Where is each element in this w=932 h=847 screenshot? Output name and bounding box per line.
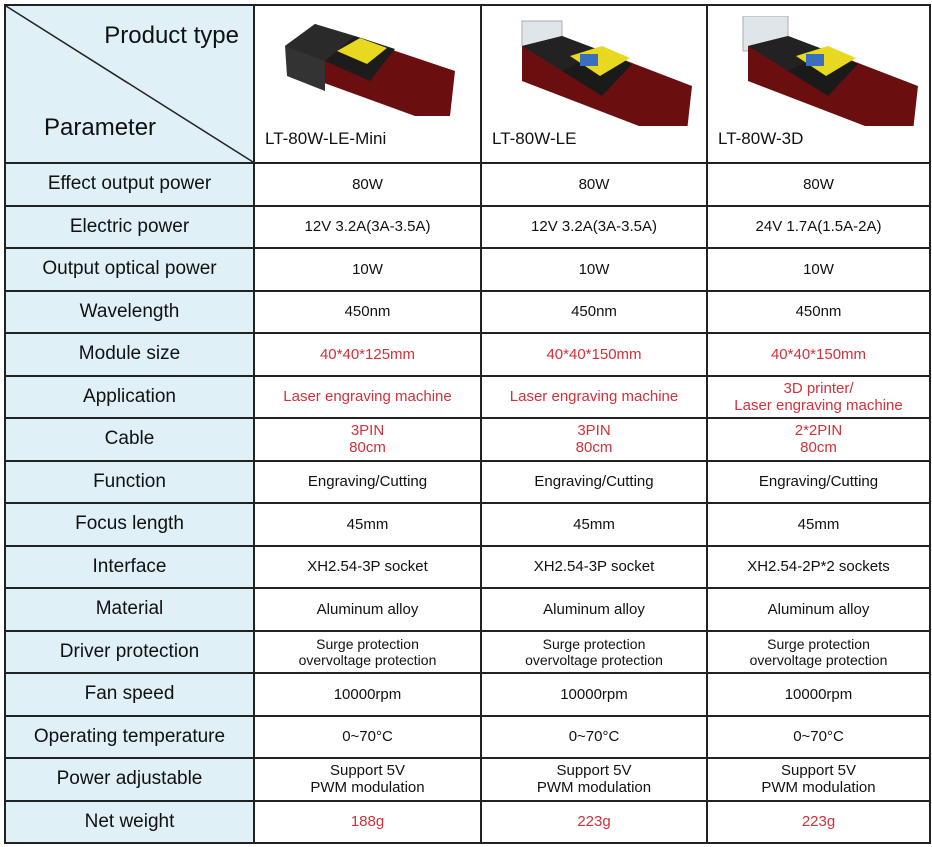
value-cell: 40*40*150mm: [480, 332, 708, 377]
parameter-name: Operating temperature: [4, 714, 255, 759]
product-type-label: Product type: [104, 22, 239, 49]
parameter-name: Effect output power: [4, 162, 255, 207]
table-row: Output optical power 10W 10W 10W: [4, 247, 931, 292]
table-row: Cable 3PIN 80cm 3PIN 80cm 2*2PIN 80cm: [4, 417, 931, 462]
value-cell: Engraving/Cutting: [706, 459, 931, 504]
value-cell: 10W: [706, 247, 931, 292]
table-row: Function Engraving/Cutting Engraving/Cutti…: [4, 459, 931, 504]
table-row: Fan speed 10000rpm 10000rpm 10000rpm: [4, 672, 931, 717]
value-cell: 0~70°C: [706, 714, 931, 759]
value-cell: Aluminum alloy: [253, 587, 482, 632]
table-row: Application Laser engraving machine Laser …: [4, 374, 931, 419]
value-cell: 12V 3.2A(3A-3.5A): [253, 204, 482, 249]
parameter-name: Cable: [4, 417, 255, 462]
value-cell: 45mm: [480, 502, 708, 547]
value-cell: 80W: [706, 162, 931, 207]
table-row: Material Aluminum alloy Aluminum alloy Alum…: [4, 587, 931, 632]
value-cell: 2*2PIN 80cm: [706, 417, 931, 462]
value-cell: XH2.54-2P*2 sockets: [706, 544, 931, 589]
value-cell: 10W: [253, 247, 482, 292]
value-cell: 24V 1.7A(1.5A-2A): [706, 204, 931, 249]
value-cell: 3PIN 80cm: [253, 417, 482, 462]
table-row: Driver protection Surge protection overvo…: [4, 629, 931, 674]
product-cell: LT-80W-3D: [706, 4, 931, 164]
parameter-name: Module size: [4, 332, 255, 377]
value-cell: 45mm: [706, 502, 931, 547]
value-cell: 3D printer/ Laser engraving machine: [706, 374, 931, 419]
value-cell: 450nm: [706, 289, 931, 334]
corner-cell: Product type Parameter: [4, 4, 255, 164]
table-row: Operating temperature 0~70°C 0~70°C 0~70°C: [4, 714, 931, 759]
parameter-name: Output optical power: [4, 247, 255, 292]
value-cell: 188g: [253, 799, 482, 844]
value-cell: Surge protection overvoltage protection: [480, 629, 708, 674]
value-cell: Aluminum alloy: [480, 587, 708, 632]
value-cell: 3PIN 80cm: [480, 417, 708, 462]
value-cell: Surge protection overvoltage protection: [706, 629, 931, 674]
value-cell: Support 5V PWM modulation: [706, 757, 931, 802]
value-cell: Support 5V PWM modulation: [253, 757, 482, 802]
parameter-name: Function: [4, 459, 255, 504]
value-cell: XH2.54-3P socket: [480, 544, 708, 589]
diagonal-divider: [6, 6, 253, 162]
table-row: Electric power 12V 3.2A(3A-3.5A) 12V 3.2A(…: [4, 204, 931, 249]
product-cell: LT-80W-LE-Mini: [253, 4, 482, 164]
value-cell: 0~70°C: [253, 714, 482, 759]
table-row: Focus length 45mm 45mm 45mm: [4, 502, 931, 547]
table-row: Power adjustable Support 5V PWM modulatio…: [4, 757, 931, 802]
value-cell: 450nm: [480, 289, 708, 334]
value-cell: 10000rpm: [480, 672, 708, 717]
value-cell: 45mm: [253, 502, 482, 547]
value-cell: XH2.54-3P socket: [253, 544, 482, 589]
parameter-name: Net weight: [4, 799, 255, 844]
laser-module-3d-image: [742, 16, 918, 126]
value-cell: 10000rpm: [706, 672, 931, 717]
value-cell: Engraving/Cutting: [253, 459, 482, 504]
parameter-name: Wavelength: [4, 289, 255, 334]
value-cell: Surge protection overvoltage protection: [253, 629, 482, 674]
value-cell: 10000rpm: [253, 672, 482, 717]
comparison-table: Product type Parameter LT-80W-LE-Mini LT…: [4, 4, 931, 844]
value-cell: 450nm: [253, 289, 482, 334]
value-cell: Engraving/Cutting: [480, 459, 708, 504]
product-name: LT-80W-3D: [718, 129, 804, 148]
value-cell: Support 5V PWM modulation: [480, 757, 708, 802]
value-cell: 80W: [253, 162, 482, 207]
parameter-label: Parameter: [44, 114, 157, 141]
value-cell: 40*40*125mm: [253, 332, 482, 377]
value-cell: Aluminum alloy: [706, 587, 931, 632]
value-cell: Laser engraving machine: [480, 374, 708, 419]
table-row: Net weight 188g 223g 223g: [4, 799, 931, 844]
value-cell: 80W: [480, 162, 708, 207]
parameter-name: Application: [4, 374, 255, 419]
value-cell: 12V 3.2A(3A-3.5A): [480, 204, 708, 249]
product-cell: LT-80W-LE: [480, 4, 708, 164]
parameter-name: Driver protection: [4, 629, 255, 674]
parameter-name: Fan speed: [4, 672, 255, 717]
table-row: Effect output power 80W 80W 80W: [4, 162, 931, 207]
parameter-name: Material: [4, 587, 255, 632]
header-row: Product type Parameter LT-80W-LE-Mini LT…: [4, 4, 931, 164]
product-name: LT-80W-LE-Mini: [265, 129, 387, 148]
table-row: Module size 40*40*125mm 40*40*150mm 40*40*1…: [4, 332, 931, 377]
value-cell: Laser engraving machine: [253, 374, 482, 419]
value-cell: 223g: [480, 799, 708, 844]
value-cell: 223g: [706, 799, 931, 844]
laser-module-mini-image: [285, 24, 455, 116]
table-row: Interface XH2.54-3P socket XH2.54-3P socke…: [4, 544, 931, 589]
parameter-name: Electric power: [4, 204, 255, 249]
table-row: Wavelength 450nm 450nm 450nm: [4, 289, 931, 334]
value-cell: 0~70°C: [480, 714, 708, 759]
product-name: LT-80W-LE: [492, 129, 577, 148]
parameter-name: Focus length: [4, 502, 255, 547]
parameter-name: Power adjustable: [4, 757, 255, 802]
laser-module-image: [521, 20, 692, 126]
parameter-name: Interface: [4, 544, 255, 589]
value-cell: 10W: [480, 247, 708, 292]
value-cell: 40*40*150mm: [706, 332, 931, 377]
